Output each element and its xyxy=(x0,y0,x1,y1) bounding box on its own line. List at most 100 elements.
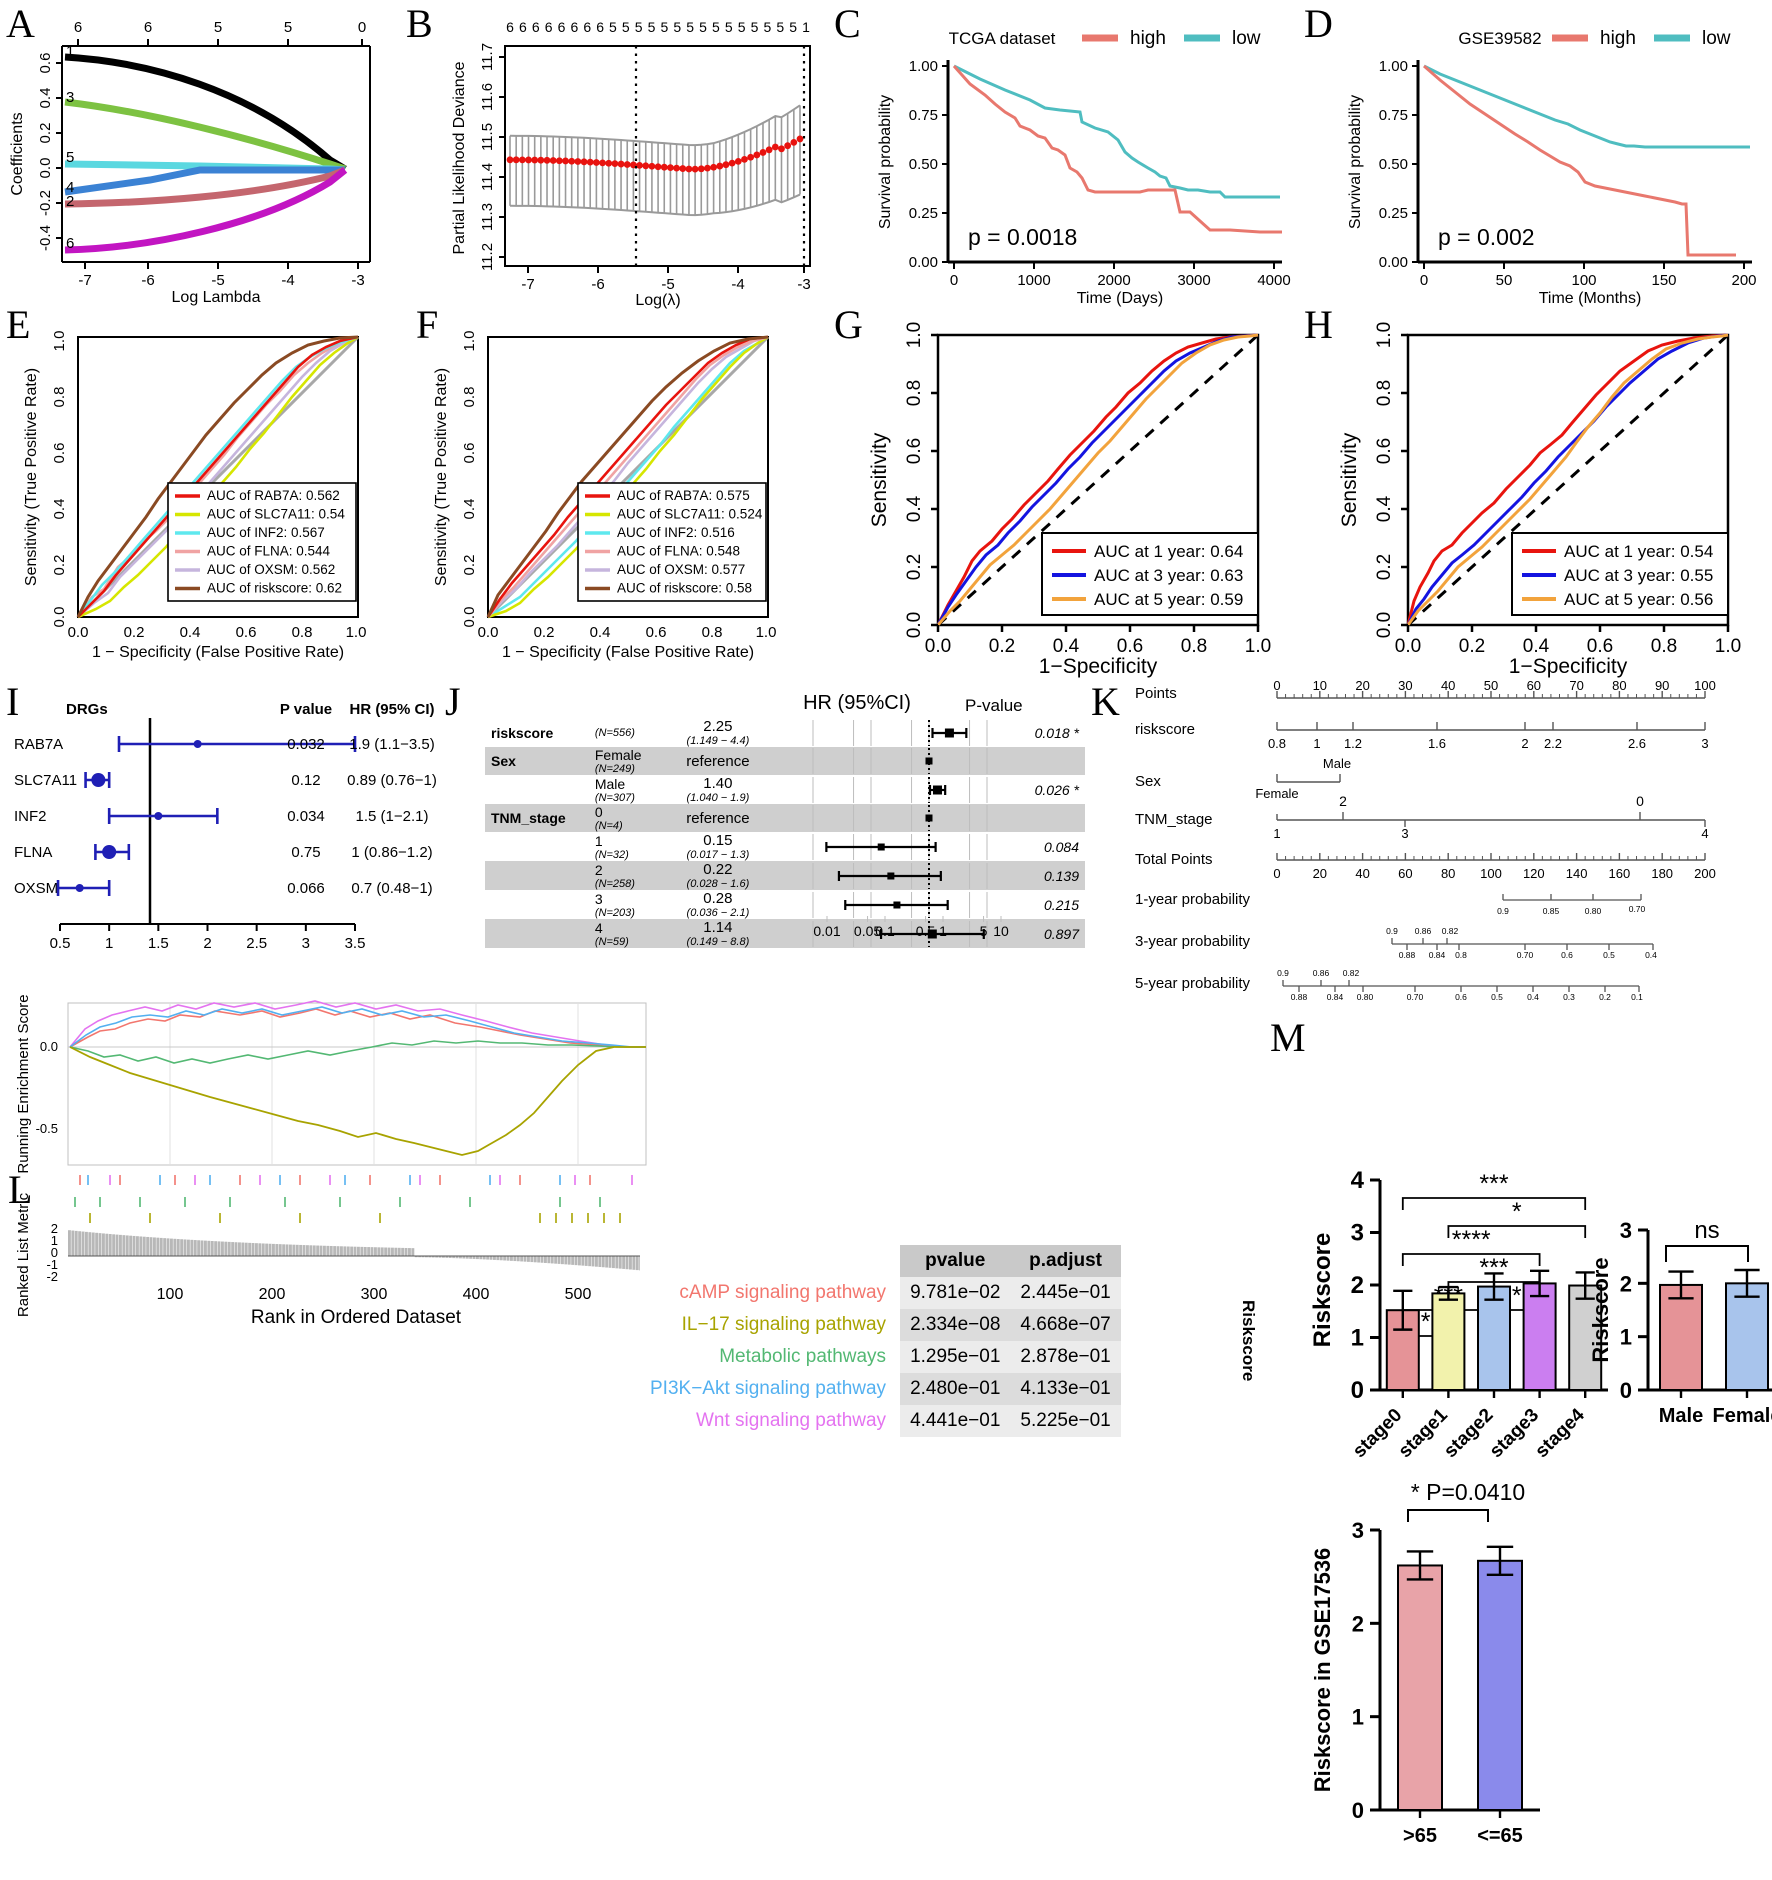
f-ytick-5: 1.0 xyxy=(461,331,478,352)
j-row: Sex Female (N=249) reference xyxy=(485,747,1085,775)
k-3yr-d1: 0.84 xyxy=(1429,950,1446,960)
j-level-7: 4 xyxy=(594,919,603,936)
k-5yr-u0: 0.9 xyxy=(1277,968,1289,978)
l-xtick-3: 400 xyxy=(463,1286,490,1303)
m1-yaxis-tick-3: 3 xyxy=(1351,1220,1364,1247)
h-xlabel: 1−Specificity xyxy=(1509,655,1628,678)
k-5yr-d5: 0.5 xyxy=(1491,992,1503,1002)
b-top-tick-22: 5 xyxy=(789,19,797,35)
k-total-points-axis: 0 20 40 60 80 100 120 140 160 180 200 xyxy=(1273,853,1716,881)
m1-bracket-star-5: * xyxy=(1512,1198,1522,1226)
f-ylabel: Sensitivity (True Positive Rate) xyxy=(433,368,450,586)
i-point-0 xyxy=(193,740,202,748)
m1-yaxis-tick-0: 0 xyxy=(1351,1377,1364,1404)
j-xtick-3: 0.5 xyxy=(916,923,936,939)
h-ytick-0: 0.0 xyxy=(1374,612,1395,638)
i-pvalue-3: 0.75 xyxy=(291,844,320,861)
panel-k-nomogram: Points 0 10 20 30 40 50 60 70 80 90 100 riskscore … xyxy=(1135,678,1716,1002)
m3-yaxis-tick-0: 0 xyxy=(1352,1798,1364,1823)
b-top-tick-20: 5 xyxy=(763,19,771,35)
g-x-axis: 0.0 0.2 0.4 0.6 0.8 1.0 1−Specificity xyxy=(925,625,1271,678)
j-ci-2: (1.040 − 1.9) xyxy=(686,792,750,804)
m2-bars xyxy=(1659,1268,1769,1398)
j-cell-hr: reference xyxy=(669,747,767,775)
k-risk-tick-4: 2 xyxy=(1521,736,1528,751)
j-n-4: (N=32) xyxy=(594,848,629,861)
g-xtick-2: 0.4 xyxy=(1053,636,1080,657)
g-xtick-4: 0.8 xyxy=(1181,636,1207,657)
a-clabel-4: 4 xyxy=(66,179,74,196)
b-xlabel: Log(λ) xyxy=(635,292,680,309)
c-title: TCGA dataset xyxy=(949,29,1056,48)
i-xtick-5: 3 xyxy=(302,935,310,952)
j-row: TNM_stage 0 (N=4) reference xyxy=(485,804,1085,832)
k-1yr-t3: 0.70 xyxy=(1629,904,1646,914)
e-ytick-5: 1.0 xyxy=(51,331,68,352)
k-5yr-u2: 0.82 xyxy=(1343,968,1360,978)
h-ylabel: Sensitivity xyxy=(1338,432,1361,527)
i-xtick-0: 0.5 xyxy=(50,935,71,952)
m2-yaxis-tick-2: 2 xyxy=(1620,1271,1632,1296)
b-top-tick-21: 5 xyxy=(776,19,784,35)
h-xtick-2: 0.4 xyxy=(1523,636,1550,657)
e-legend-2: AUC of INF2: 0.567 xyxy=(207,525,325,540)
j-row: 2 (N=258) 0.22 (0.028 − 1.6) 0.139 xyxy=(485,861,1085,890)
panel-d: D GSE39582 high low 1.00 0.75 0.50 0.25 … xyxy=(1300,0,1770,308)
k-points-tick-2: 20 xyxy=(1355,678,1369,693)
panel-f: F 1.0 0.8 0.6 0.4 0.2 0.0 Sensitivity (T… xyxy=(410,305,840,670)
h-legend-1: AUC at 3 year: 0.55 xyxy=(1564,566,1713,585)
h-roc-1yr xyxy=(1406,333,1729,626)
a-ytick-3: 0.0 xyxy=(37,158,54,179)
k-sex-axis: Male Female xyxy=(1255,756,1351,801)
e-roc-riskscore xyxy=(76,335,359,618)
i-pvalue-2: 0.034 xyxy=(287,808,325,825)
m2-y-axis: 0 1 2 3 xyxy=(1620,1218,1648,1403)
j-cell-forest xyxy=(767,919,1017,948)
b-top-tick-19: 5 xyxy=(751,19,759,35)
a-xtick-2: -5 xyxy=(211,272,224,289)
c-y-axis: 1.00 0.75 0.50 0.25 0.00 Survival probab… xyxy=(877,58,948,271)
f-legend-5: AUC of riskscore: 0.58 xyxy=(617,581,752,596)
d-x-axis: 0 50 100 150 200 Time (Months) xyxy=(1420,262,1757,307)
c-xtick-0: 0 xyxy=(950,272,958,289)
pathway-pvalue-3: 2.480e−01 xyxy=(900,1373,1011,1405)
k-5yr-d4: 0.6 xyxy=(1455,992,1467,1002)
m3-bars-bar-1 xyxy=(1477,1559,1523,1811)
panel-c-letter: C xyxy=(834,1,861,46)
f-xlabel: 1 − Specificity (False Positive Rate) xyxy=(502,644,754,661)
pathway-padjust-1: 4.668e−07 xyxy=(1010,1309,1121,1341)
panel-m-letter: M xyxy=(1270,1015,1306,1060)
l-ticks-camp xyxy=(79,1175,591,1185)
k-5yr-d0: 0.88 xyxy=(1291,992,1308,1002)
panel-j-letter: J xyxy=(445,679,461,724)
l-curve-wnt xyxy=(69,1000,646,1048)
m1-yaxis-tick-2: 2 xyxy=(1351,1272,1364,1299)
f-legend-2: AUC of INF2: 0.516 xyxy=(617,525,735,540)
l-ranked-bars xyxy=(68,1230,646,1271)
panel-a-plot: 6 6 5 5 0 0.6 0.4 0.2 0.0 -0.2 -0.4 Coef… xyxy=(9,19,371,306)
i-gene-4: OXSM xyxy=(14,880,58,897)
k-points-tick-9: 90 xyxy=(1655,678,1669,693)
f-x-axis: 0.0 0.2 0.4 0.6 0.8 1.0 1 − Specificity … xyxy=(478,624,777,661)
k-riskscore-axis: 0.8 1 1.2 1.6 2 2.2 2.6 3 xyxy=(1268,722,1709,751)
j-xtick-1: 0.05 xyxy=(854,923,881,939)
i-gene-0: RAB7A xyxy=(14,736,63,753)
g-xlabel: 1−Specificity xyxy=(1039,655,1158,678)
l-xtick-1: 200 xyxy=(259,1286,286,1303)
k-points-tick-5: 50 xyxy=(1484,678,1498,693)
j-hr-5: 0.22 xyxy=(703,861,733,878)
panel-g: G 0.0 0.2 0.4 0.6 0.8 1.0 Sensitivity xyxy=(830,305,1300,679)
g-xtick-0: 0.0 xyxy=(925,636,951,657)
j-n-0: (N=556) xyxy=(594,726,635,739)
c-ytick-3: 0.25 xyxy=(909,205,938,222)
g-ytick-5: 1.0 xyxy=(904,322,925,348)
j-cell-forest xyxy=(767,890,1017,919)
i-hr-2: 1.5 (1−2.1) xyxy=(356,808,429,825)
k-risk-tick-3: 1.6 xyxy=(1428,736,1446,751)
pathway-pvalue-2: 1.295e−01 xyxy=(900,1341,1011,1373)
b-ytick-0: 11.7 xyxy=(479,43,496,71)
j-cell-var xyxy=(485,890,589,919)
j-cell-level: 3 (N=203) xyxy=(589,890,669,919)
j-n-3: (N=4) xyxy=(594,820,623,832)
pathway-padjust-2: 2.878e−01 xyxy=(1010,1341,1121,1373)
